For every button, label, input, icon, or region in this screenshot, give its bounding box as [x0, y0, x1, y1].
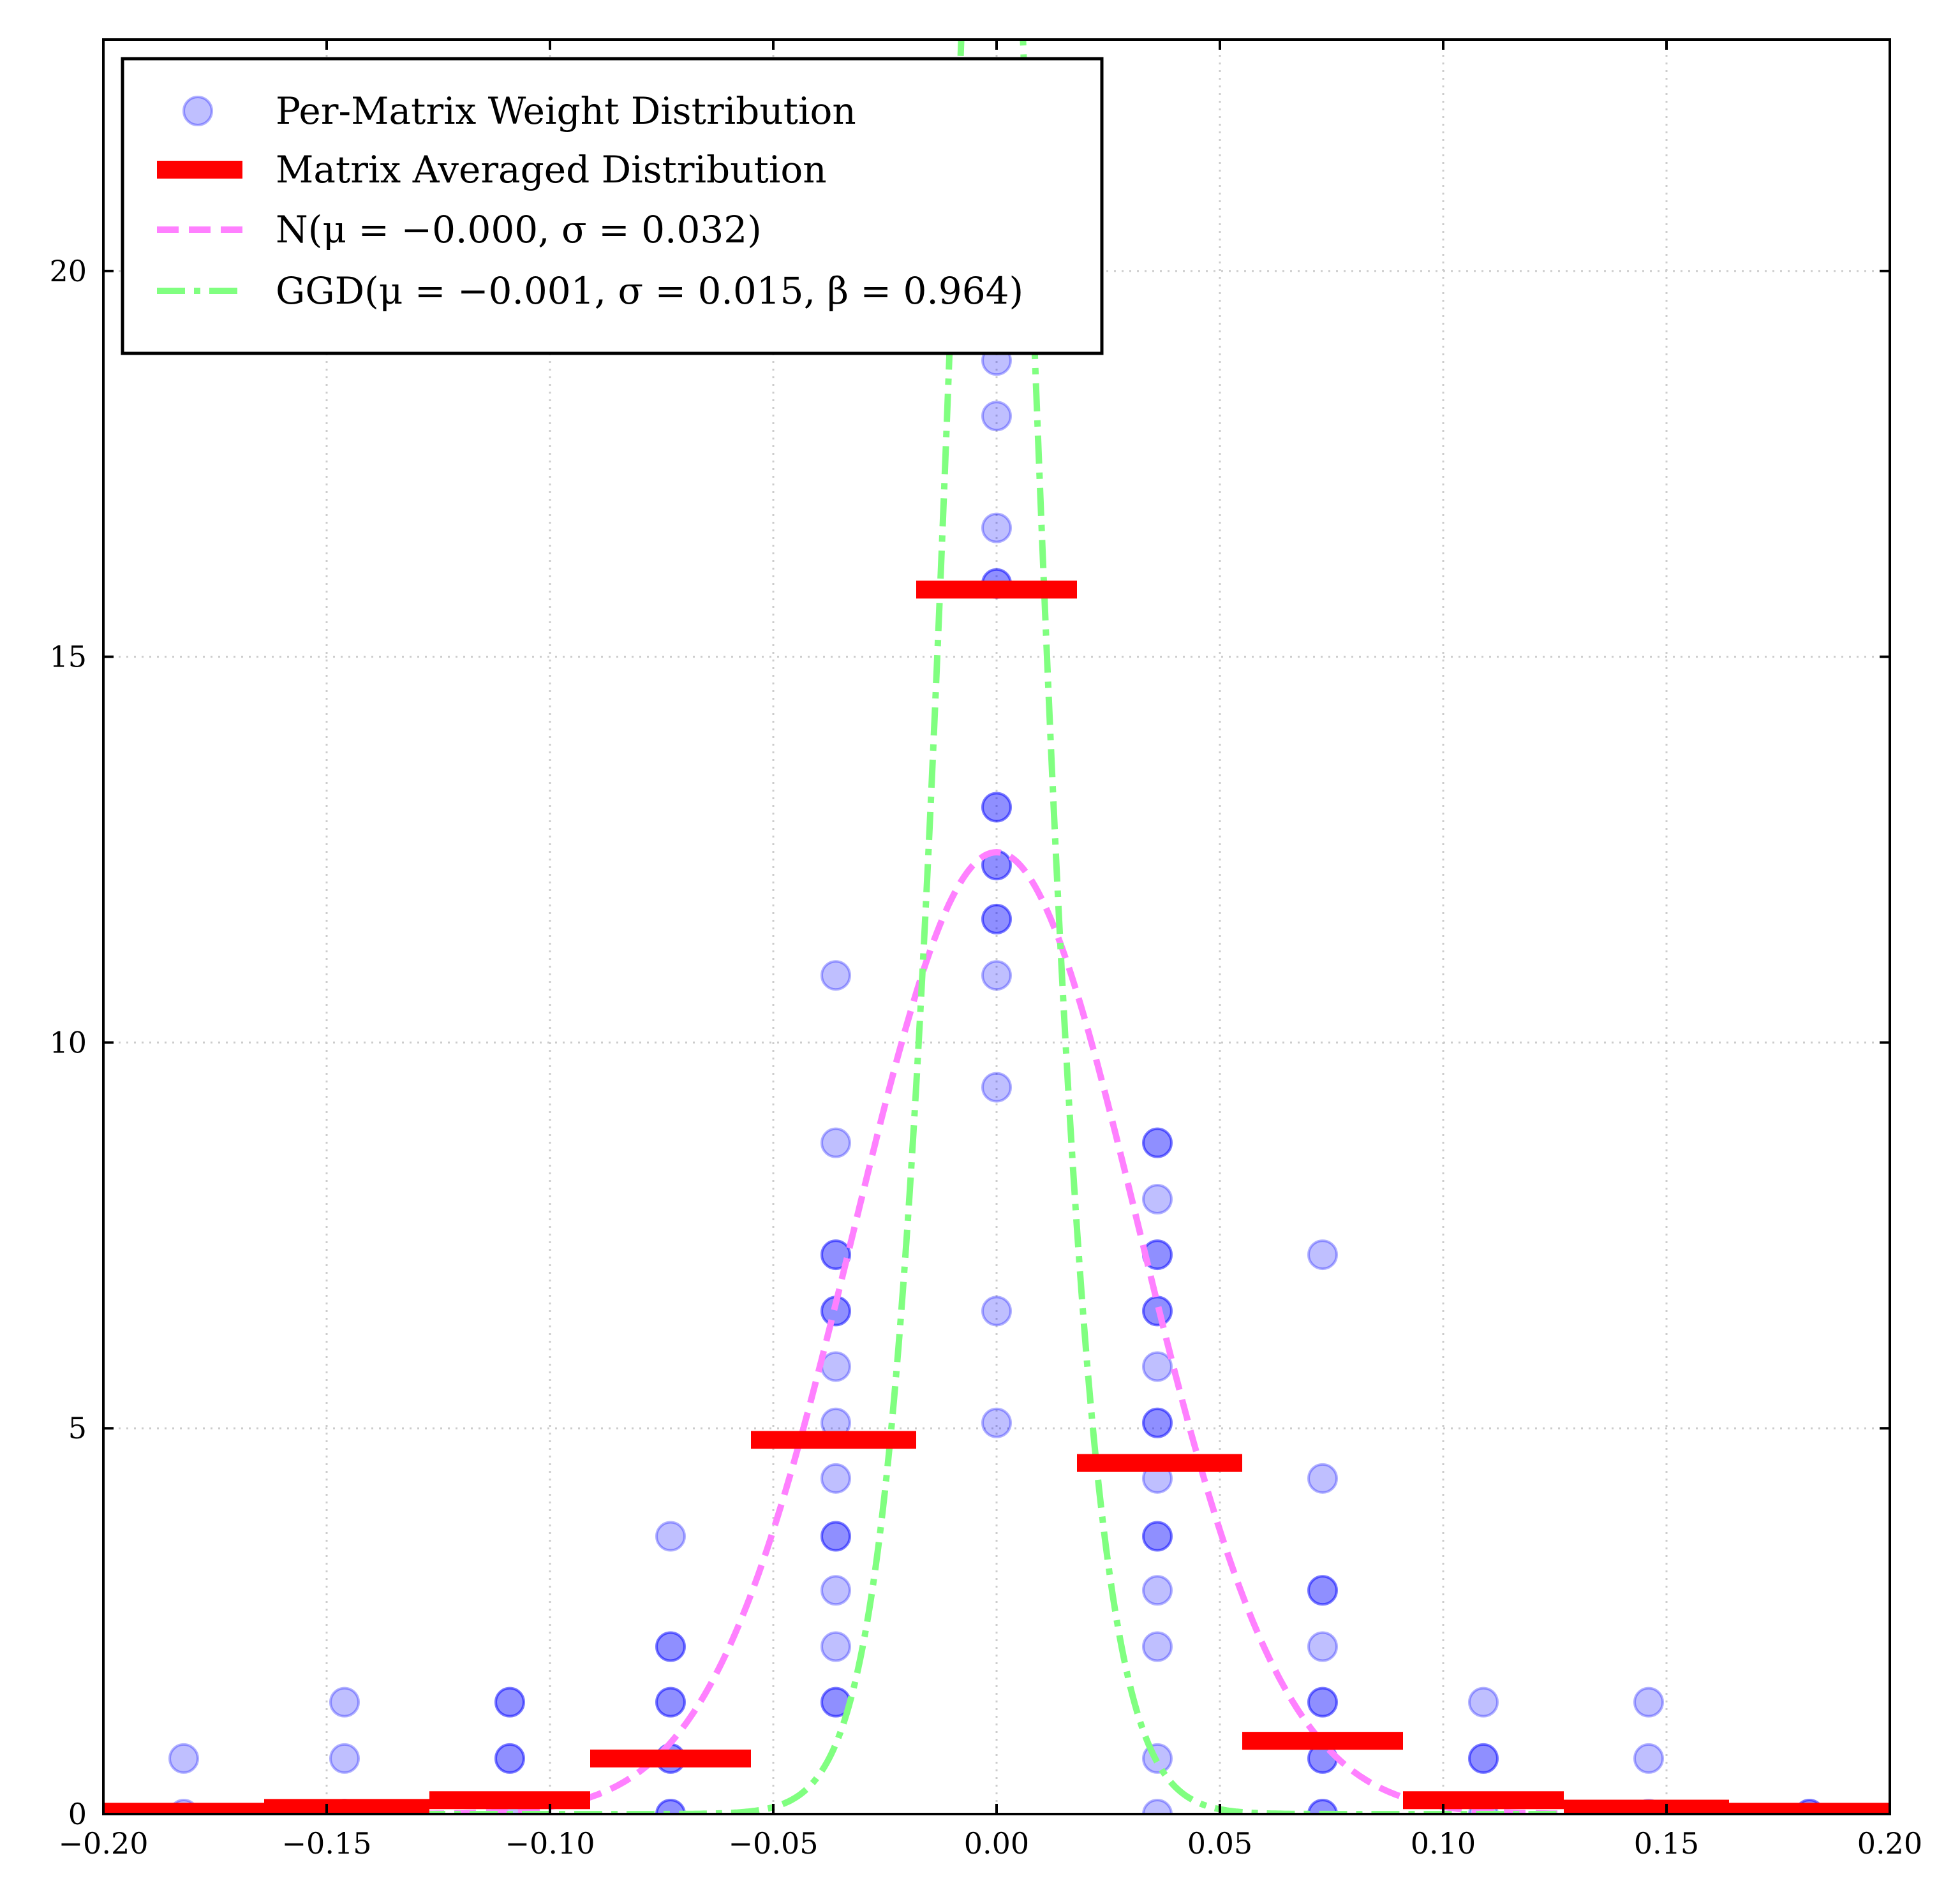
- scatter-point: [981, 512, 1012, 543]
- scatter-point: [1142, 1407, 1173, 1438]
- scatter-point: [655, 1631, 686, 1662]
- scatter-point: [1633, 1743, 1664, 1774]
- scatter-point: [1307, 1799, 1338, 1814]
- scatter-point: [1307, 1463, 1338, 1494]
- legend-box: [121, 57, 1104, 355]
- scatter-point: [1468, 1743, 1499, 1774]
- legend-label-per-matrix: Per-Matrix Weight Distribution: [276, 89, 856, 133]
- x-tick-label: 0.15: [1634, 1826, 1699, 1861]
- x-tick-label: −0.05: [729, 1826, 819, 1861]
- legend-label-ggd: GGD(μ = −0.001, σ = 0.015, β = 0.964): [276, 269, 1023, 313]
- scatter-point: [1142, 1521, 1173, 1552]
- scatter-point: [655, 1799, 686, 1814]
- scatter-point: [494, 1686, 525, 1718]
- scatter-point: [655, 1521, 686, 1552]
- scatter-point: [981, 1072, 1012, 1103]
- scatter-point: [1468, 1686, 1499, 1718]
- y-tick-label: 5: [68, 1411, 87, 1445]
- scatter-point: [1142, 1127, 1173, 1158]
- scatter-point: [1142, 1631, 1173, 1662]
- scatter-point: [1307, 1686, 1338, 1718]
- scatter-point: [655, 1631, 686, 1662]
- scatter-point: [981, 1407, 1012, 1438]
- grid: [103, 40, 1890, 1814]
- scatter-point: [981, 960, 1012, 991]
- scatter-point: [981, 401, 1012, 432]
- y-tick-label: 0: [68, 1797, 87, 1831]
- scatter-point: [1142, 1351, 1173, 1382]
- scatter-point: [1307, 1686, 1338, 1718]
- scatter-point: [168, 1743, 199, 1774]
- scatter-point: [655, 1686, 686, 1718]
- scatter-point: [981, 903, 1012, 934]
- ticks: −0.20 −0.15 −0.10 −0.05 0.00 0.05 0.10 0.15 0.20…: [49, 40, 1922, 1861]
- scatter-point: [1307, 1575, 1338, 1606]
- data-layer: [103, 40, 1890, 1814]
- scatter-point: [494, 1743, 525, 1774]
- x-tick-label: 0.20: [1857, 1826, 1922, 1861]
- x-tick-label: −0.10: [505, 1826, 595, 1861]
- x-tick-label: −0.15: [282, 1826, 372, 1861]
- scatter-point: [1142, 1183, 1173, 1214]
- y-tick-label: 20: [49, 254, 87, 288]
- y-tick-label: 15: [49, 640, 87, 674]
- x-tick-label: 0.05: [1187, 1826, 1252, 1861]
- scatter-point: [820, 1463, 851, 1494]
- x-tick-label: 0.00: [964, 1826, 1029, 1861]
- scatter-point: [981, 1295, 1012, 1327]
- scatter-point: [329, 1743, 360, 1774]
- scatter-point: [1307, 1575, 1338, 1606]
- legend: Per-Matrix Weight Distribution Matrix Av…: [121, 57, 1104, 355]
- scatter-point: [655, 1799, 686, 1814]
- scatter-point: [981, 903, 1012, 934]
- scatter-point: [1142, 1127, 1173, 1158]
- scatter-point: [1307, 1239, 1338, 1271]
- scatter-point: [1142, 1521, 1173, 1552]
- x-tick-label: −0.20: [59, 1826, 149, 1861]
- scatter-point: [1307, 1631, 1338, 1662]
- scatter-point: [1142, 1575, 1173, 1606]
- scatter-point: [1468, 1743, 1499, 1774]
- scatter-point: [820, 1631, 851, 1662]
- legend-label-averaged: Matrix Averaged Distribution: [276, 148, 827, 191]
- scatter-point: [1633, 1686, 1664, 1718]
- scatter-point: [1307, 1799, 1338, 1814]
- scatter-point: [1142, 1799, 1173, 1814]
- scatter-point: [494, 1743, 525, 1774]
- scatter-point: [981, 792, 1012, 823]
- legend-marker-per-matrix: [182, 96, 213, 126]
- scatter-point: [820, 1521, 851, 1552]
- scatter-point: [820, 1127, 851, 1158]
- scatter-point: [981, 792, 1012, 823]
- x-tick-label: 0.10: [1411, 1826, 1476, 1861]
- y-tick-label: 10: [49, 1025, 87, 1059]
- scatter-point: [820, 1351, 851, 1382]
- scatter-point: [820, 960, 851, 991]
- legend-label-normal: N(μ = −0.000, σ = 0.032): [276, 208, 762, 251]
- scatter-point: [329, 1686, 360, 1718]
- scatter-point: [494, 1686, 525, 1718]
- scatter-point: [820, 1575, 851, 1606]
- scatter-point: [820, 1521, 851, 1552]
- scatter-point: [1142, 1407, 1173, 1438]
- scatter-point: [655, 1686, 686, 1718]
